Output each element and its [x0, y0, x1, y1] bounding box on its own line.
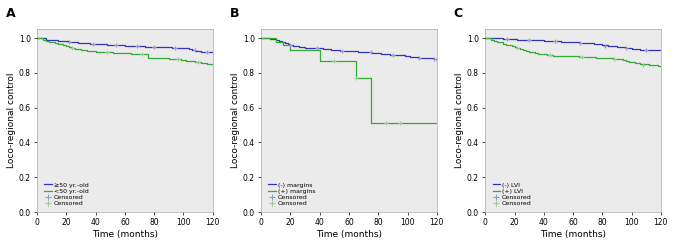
- X-axis label: Time (months): Time (months): [316, 230, 382, 239]
- Legend: (-) margins, (+) margins, Censored, Censored: (-) margins, (+) margins, Censored, Cens…: [268, 182, 316, 207]
- Legend: (-) LVI, (+) LVI, Censored, Censored: (-) LVI, (+) LVI, Censored, Censored: [492, 182, 533, 207]
- Text: B: B: [230, 7, 239, 20]
- Y-axis label: Loco-regional control: Loco-regional control: [455, 73, 464, 169]
- X-axis label: Time (months): Time (months): [92, 230, 158, 239]
- Y-axis label: Loco-regional control: Loco-regional control: [7, 73, 16, 169]
- Text: A: A: [5, 7, 15, 20]
- X-axis label: Time (months): Time (months): [540, 230, 606, 239]
- Legend: ≥50 yr.-old, <50 yr.-old, Censored, Censored: ≥50 yr.-old, <50 yr.-old, Censored, Cens…: [44, 182, 89, 207]
- Text: C: C: [454, 7, 463, 20]
- Y-axis label: Loco-regional control: Loco-regional control: [231, 73, 240, 169]
